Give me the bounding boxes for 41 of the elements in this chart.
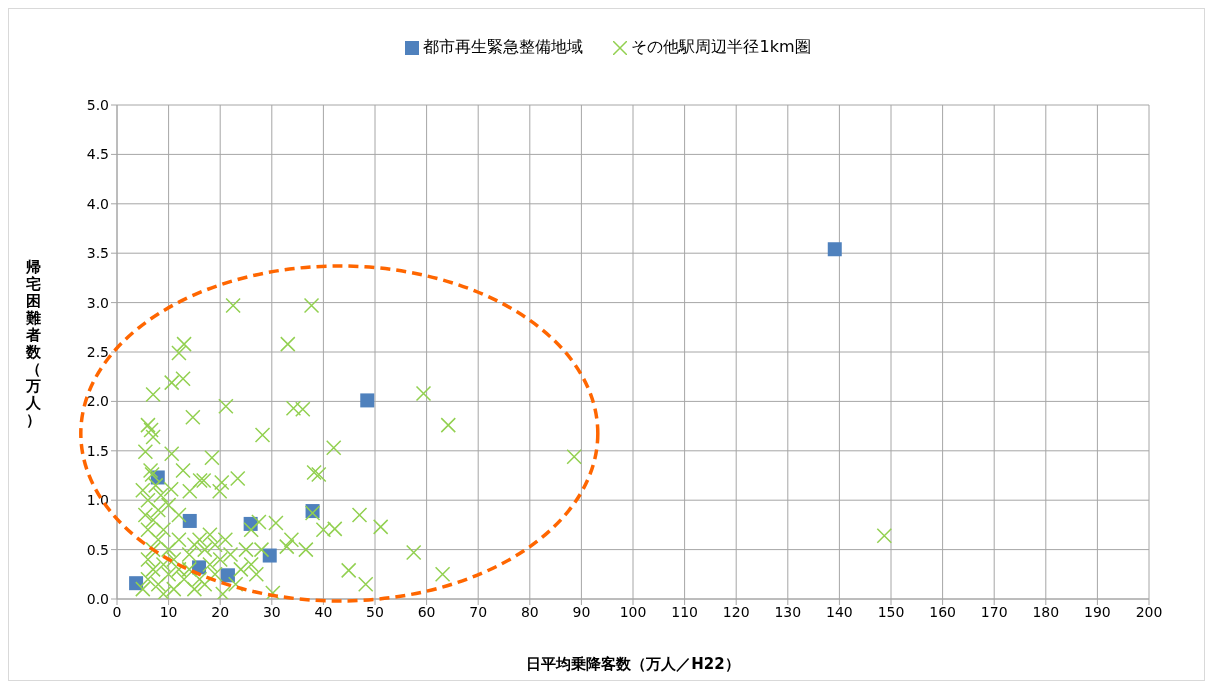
x-tick-label: 150 bbox=[877, 603, 905, 620]
x-tick-label: 100 bbox=[619, 603, 647, 620]
x-tick-label: 160 bbox=[929, 603, 956, 620]
point bbox=[827, 242, 842, 257]
y-tick-label: 0.0 bbox=[86, 590, 109, 607]
x-tick-label: 140 bbox=[826, 603, 853, 620]
x-tick-label: 200 bbox=[1135, 603, 1163, 620]
y-tick-label: 3.0 bbox=[86, 294, 109, 311]
y-tick-label: 2.5 bbox=[86, 343, 109, 360]
text: 帰宅困難者数（万人） bbox=[25, 257, 41, 429]
legend-label: その他駅周辺半径1km圏 bbox=[631, 37, 811, 58]
x-axis-title: 日平均乗降客数（万人／H22） bbox=[526, 655, 740, 673]
x-tick-label: 40 bbox=[314, 603, 333, 620]
x-tick-label: 60 bbox=[417, 603, 436, 620]
y-tick-label: 2.0 bbox=[86, 393, 109, 410]
y-tick-label: 1.5 bbox=[86, 442, 109, 459]
y-tick-label: 1.0 bbox=[86, 492, 109, 509]
y-tick-label: 0.5 bbox=[86, 541, 109, 558]
x-tick-label: 80 bbox=[520, 603, 539, 620]
y-tick-label: 3.5 bbox=[86, 245, 109, 262]
point bbox=[262, 548, 277, 563]
x-tick-label: 190 bbox=[1084, 603, 1111, 620]
y-tick-label: 4.0 bbox=[86, 195, 109, 212]
x-tick-label: 90 bbox=[572, 603, 591, 620]
x-tick-label: 110 bbox=[671, 603, 698, 620]
x-tick-label: 50 bbox=[366, 603, 384, 620]
x-tick-label: 180 bbox=[1032, 603, 1060, 620]
x-tick-label: 30 bbox=[262, 603, 281, 620]
legend-label: 都市再生緊急整備地域 bbox=[423, 37, 584, 58]
x-tick-label: 10 bbox=[159, 603, 178, 620]
x-tick-label: 120 bbox=[722, 603, 750, 620]
y-tick-label: 4.5 bbox=[86, 146, 109, 163]
y-tick-label: 5.0 bbox=[86, 96, 109, 113]
x-tick-label: 0 bbox=[112, 603, 122, 620]
x-tick-label: 170 bbox=[980, 603, 1008, 620]
point bbox=[220, 568, 235, 583]
x-tick-label: 130 bbox=[774, 603, 802, 620]
point bbox=[182, 513, 197, 528]
point bbox=[360, 393, 375, 408]
x-tick-label: 20 bbox=[211, 603, 230, 620]
x-tick-label: 70 bbox=[469, 603, 488, 620]
